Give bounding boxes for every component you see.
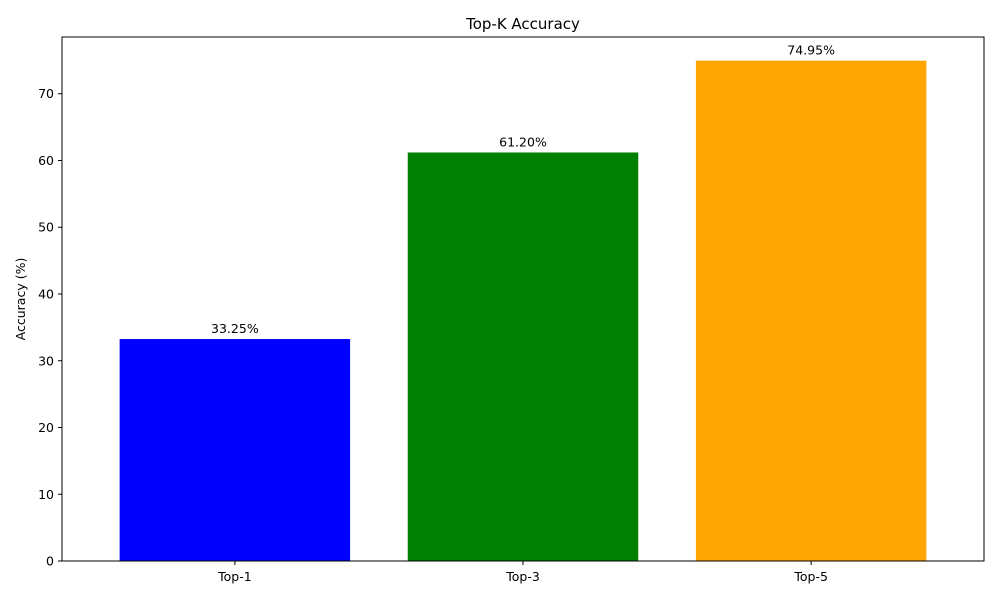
bar-labels-group: 33.25% 61.20% 74.95%: [211, 43, 835, 336]
y-tick-label: 10: [38, 487, 54, 502]
y-tick-label: 50: [38, 220, 54, 235]
data-label-top-1: 33.25%: [211, 321, 259, 336]
y-axis-label: Accuracy (%): [13, 258, 28, 341]
x-tick-label: Top-5: [793, 569, 828, 584]
bars-group: [119, 60, 927, 562]
y-tick-label: 0: [46, 554, 54, 569]
data-label-top-5: 74.95%: [787, 43, 835, 58]
x-axis: Top-1 Top-3 Top-5: [217, 561, 828, 584]
bar-top-5: [695, 60, 927, 561]
plot-frame: [61, 36, 985, 562]
y-axis: 0 10 20 30 40 50 60 70: [38, 86, 62, 569]
bar-top-1: [119, 339, 351, 561]
x-tick-label: Top-3: [505, 569, 540, 584]
data-label-top-3: 61.20%: [499, 134, 547, 149]
y-tick-label: 20: [38, 420, 54, 435]
bar-top-3: [407, 152, 639, 562]
y-tick-label: 30: [38, 353, 54, 368]
y-tick-label: 60: [38, 153, 54, 168]
chart-title: Top-K Accuracy: [465, 15, 580, 33]
x-tick-label: Top-1: [217, 569, 252, 584]
y-tick-label: 70: [38, 86, 54, 101]
y-tick-label: 40: [38, 286, 54, 301]
